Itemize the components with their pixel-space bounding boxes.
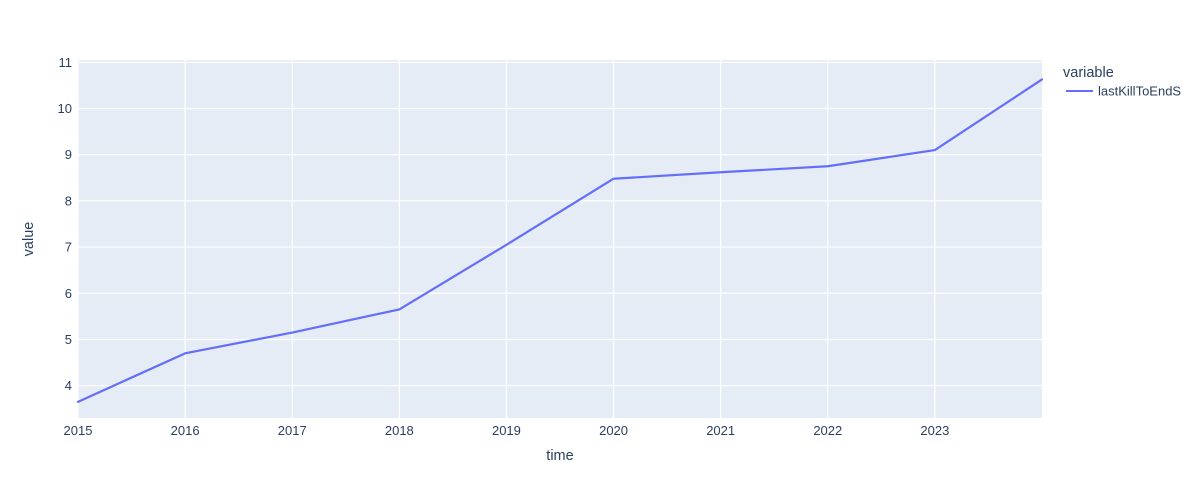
data-series [76, 78, 1044, 403]
y-tick-label: 8 [65, 193, 72, 208]
y-tick-label: 6 [65, 286, 72, 301]
legend-item[interactable]: lastKillToEndS [1066, 84, 1181, 99]
y-axis-title: value [21, 222, 37, 257]
x-axis-tick-labels: 2015 2016 2017 2018 2019 2020 2021 2022 2023 [64, 423, 950, 438]
y-tick-label: 10 [58, 101, 72, 116]
legend-item-label: lastKillToEndS [1098, 84, 1181, 99]
legend: variable lastKillToEndS [1063, 65, 1181, 99]
y-tick-label: 7 [65, 240, 72, 255]
x-axis-title: time [546, 448, 573, 464]
x-tick-label: 2020 [599, 423, 628, 438]
x-tick-label: 2021 [706, 423, 735, 438]
gridlines [77, 60, 1042, 418]
series-line-lastKillToEndS[interactable] [76, 78, 1044, 403]
y-tick-label: 9 [65, 147, 72, 162]
x-tick-label: 2019 [492, 423, 521, 438]
y-tick-label: 4 [65, 378, 72, 393]
y-tick-label: 11 [59, 55, 73, 70]
x-tick-label: 2017 [278, 423, 307, 438]
x-tick-label: 2015 [64, 423, 93, 438]
y-tick-label: 5 [65, 332, 72, 347]
y-axis-tick-labels: 4 5 6 7 8 9 10 11 [58, 55, 72, 393]
x-tick-label: 2018 [385, 423, 414, 438]
x-tick-label: 2023 [920, 423, 949, 438]
plot-area [78, 60, 1042, 418]
legend-title: variable [1063, 65, 1114, 81]
x-tick-label: 2016 [171, 423, 200, 438]
x-tick-label: 2022 [813, 423, 842, 438]
